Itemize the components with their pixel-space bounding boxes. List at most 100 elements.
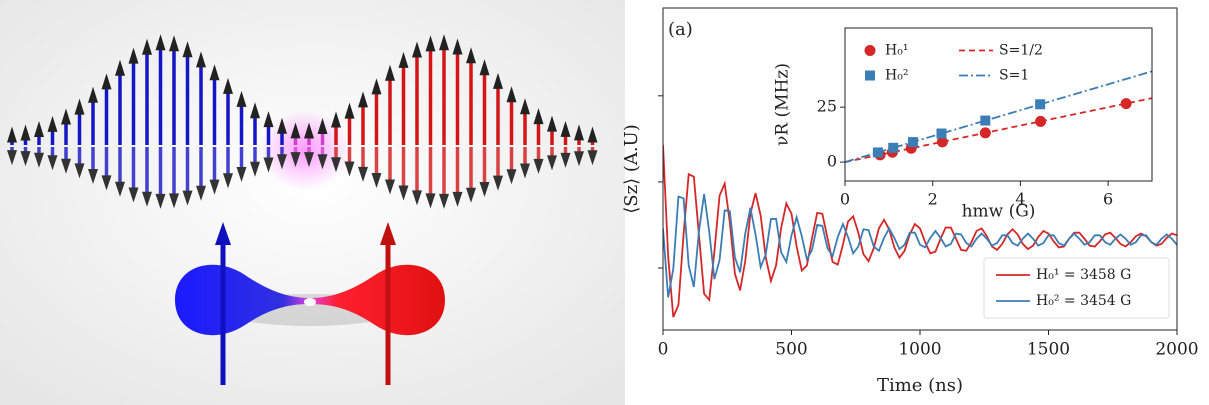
wave-arrow-head <box>439 193 449 209</box>
x-tick-label: 1000 <box>898 340 941 360</box>
wave-arrow-head <box>506 86 517 103</box>
wave-arrow-head <box>479 59 490 76</box>
data-line <box>845 70 1152 163</box>
wave-arrow-head <box>412 190 422 206</box>
wave-arrow-head <box>493 72 503 89</box>
wave-arrow-head <box>398 51 409 68</box>
wave-arrow-head <box>34 121 44 138</box>
wave-arrow-head <box>290 152 301 168</box>
wave-arrow-head <box>61 158 71 174</box>
wave-arrow-head <box>574 151 584 167</box>
wave-arrow-head <box>560 152 571 168</box>
wave-arrow-head <box>277 154 287 170</box>
wave-arrow-head <box>533 158 544 174</box>
wave-arrow-head <box>169 193 179 209</box>
wave-arrow-head <box>587 126 598 143</box>
wave-arrow-head <box>547 115 557 132</box>
wave-arrow-head <box>331 157 341 173</box>
wave-arrow-head <box>20 124 31 141</box>
charts: 0 500 1000 1500 2000 Time (ns) ⟨Sz⟩ (A.U) (a) H₀… <box>621 7 1199 396</box>
legend-marker <box>865 70 875 81</box>
wave-arrow-head <box>331 111 341 128</box>
y-tick-label: 25 <box>817 97 837 116</box>
wave-arrow-head <box>182 41 193 58</box>
wave-arrow-head <box>385 179 395 195</box>
x-axis-label: Time (ns) <box>877 375 963 396</box>
wave-arrow-head <box>533 108 544 125</box>
wave-arrow-head <box>128 47 139 64</box>
illustration <box>0 0 625 405</box>
wave-arrow-head <box>317 118 328 135</box>
wave-arrow-head <box>115 181 125 197</box>
arrow-head <box>380 222 396 245</box>
wave-arrow-head <box>155 193 166 209</box>
wave-arrow-head <box>47 155 58 171</box>
y-axis-label: ⟨Sz⟩ (A.U) <box>621 124 642 214</box>
legend-label: S=1 <box>999 68 1029 84</box>
wave-arrow-head <box>425 35 436 52</box>
data-point <box>1035 115 1047 127</box>
legend-label: H₀² = 3454 G <box>1036 293 1131 309</box>
wave-arrow-head <box>88 86 98 103</box>
wave-arrow-head <box>371 78 382 95</box>
wave-arrow-head <box>385 64 395 81</box>
plot-frame <box>844 27 1153 182</box>
legend-box <box>983 257 1170 319</box>
wave-arrow-head <box>263 157 274 173</box>
legend-label: H₀¹ = 3458 G <box>1036 267 1131 283</box>
wave-arrow-head <box>61 108 71 125</box>
wave-arrow-head <box>344 102 355 119</box>
wave-arrow-head <box>101 73 112 90</box>
wave-arrow-head <box>290 122 301 139</box>
wave-arrow-head <box>7 126 17 143</box>
wave-arrow-head <box>47 115 58 132</box>
legend-label: S=1/2 <box>999 43 1043 59</box>
wave-arrow-head <box>466 187 476 203</box>
data-point <box>1035 99 1046 110</box>
x-tick-label: 2 <box>928 190 938 209</box>
data-point <box>980 115 991 126</box>
x-tick-label: 0 <box>658 340 669 360</box>
wave-arrow-head <box>182 190 193 206</box>
wave-arrow-head <box>142 191 152 207</box>
wave-arrow-head <box>452 191 463 207</box>
wave-arrow-head <box>466 47 476 64</box>
wave-arrow-head <box>209 64 220 81</box>
x-tick-label: 6 <box>1103 190 1113 209</box>
wave-arrow-head <box>101 175 112 191</box>
wave-arrow-head <box>425 193 436 209</box>
wave-arrow-head <box>155 34 166 51</box>
wave-arrow-head <box>398 185 409 201</box>
data-point <box>936 128 947 139</box>
wave-arrow-head <box>169 35 179 52</box>
x-tick-label: 4 <box>1015 190 1025 209</box>
wave-arrow-head <box>236 167 247 183</box>
wave-arrow-head <box>115 59 125 76</box>
wave-arrow-head <box>250 161 260 177</box>
data-line <box>663 144 1177 318</box>
spark <box>304 298 316 306</box>
data-layer <box>845 70 1152 163</box>
wave-arrow-head <box>88 169 98 185</box>
wave-arrow-head <box>587 150 598 166</box>
wave-arrow-head <box>371 172 382 188</box>
x-tick-label: 1500 <box>1027 340 1070 360</box>
data-point <box>1120 98 1132 110</box>
legend-label: H₀² <box>885 68 908 84</box>
spin-wave <box>7 34 598 209</box>
wave-arrow-head <box>574 124 584 141</box>
wave-arrow-head <box>493 175 503 191</box>
wave-arrow-head <box>196 185 206 201</box>
wave-arrow-head <box>223 173 233 189</box>
wave-arrow-head <box>358 91 368 108</box>
wave-arrow-head <box>128 187 139 203</box>
illustration-background <box>0 0 625 405</box>
arrow-head <box>215 222 231 245</box>
wave-arrow-head <box>20 151 31 167</box>
wave-arrow-head <box>520 163 530 179</box>
x-tick-label: 500 <box>775 340 807 360</box>
wave-arrow-head <box>250 102 260 119</box>
wave-arrow-head <box>196 51 206 68</box>
